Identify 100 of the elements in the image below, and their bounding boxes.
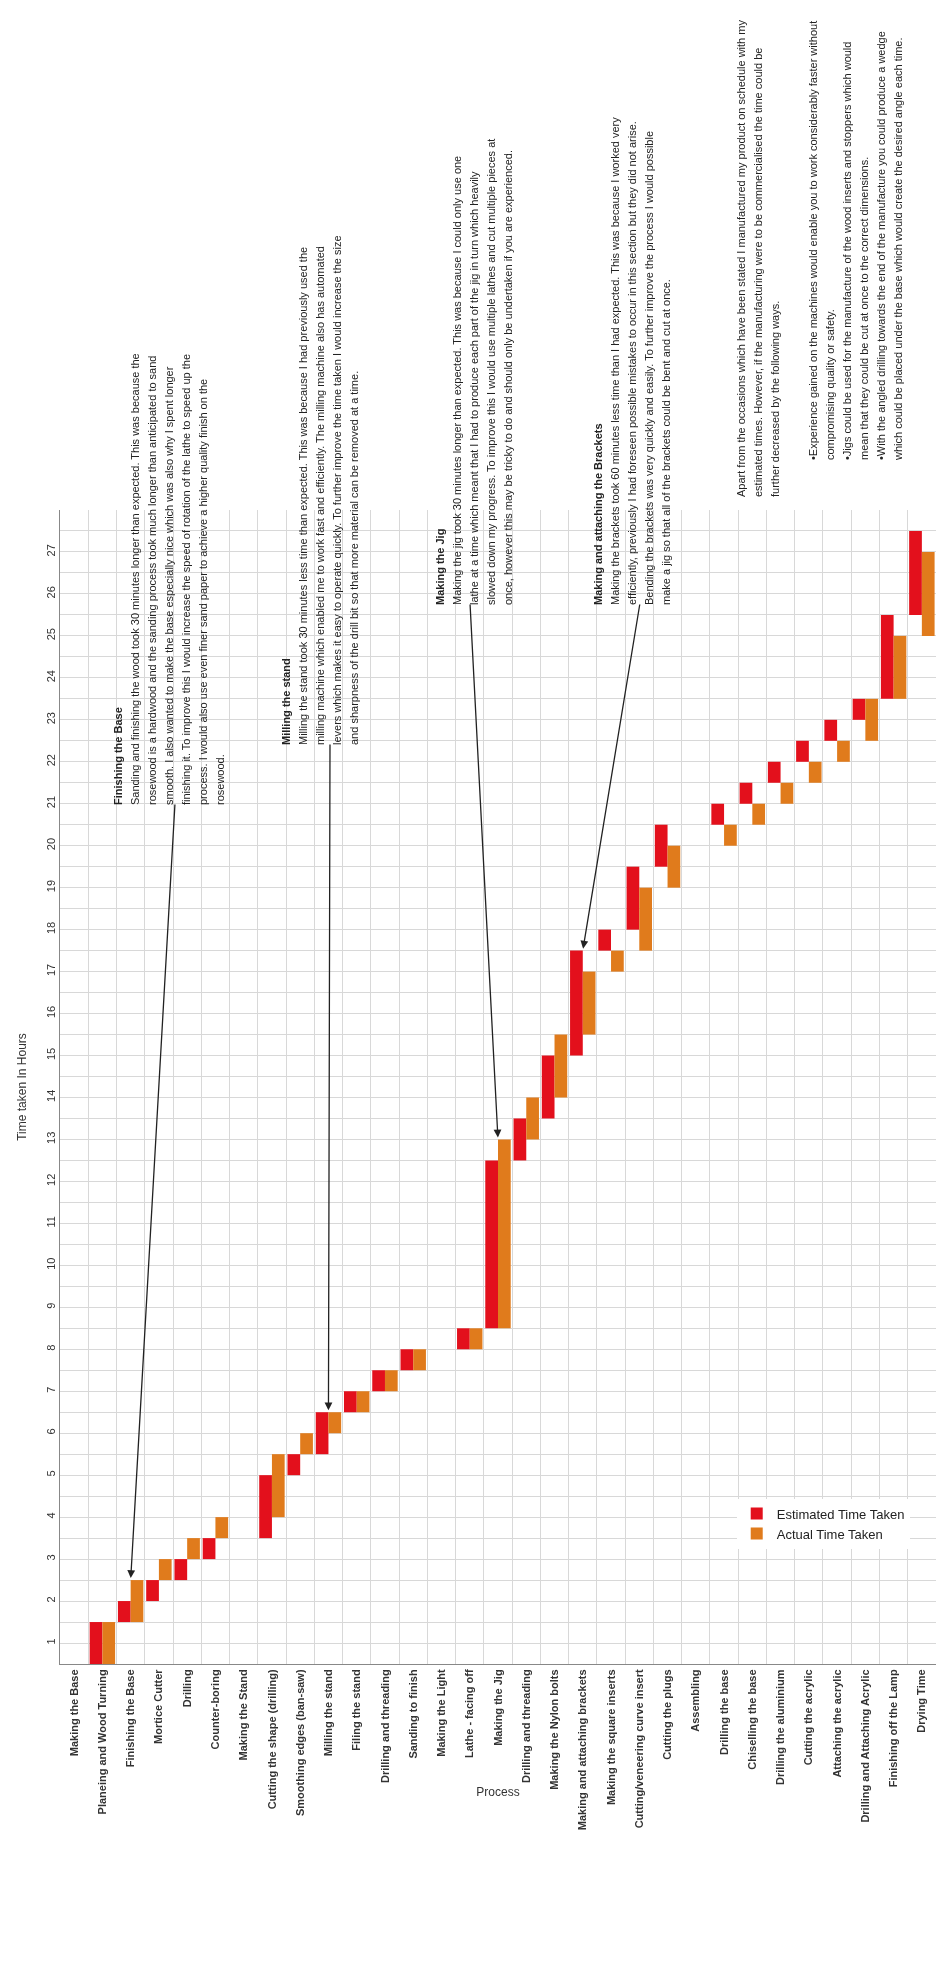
bar (880, 614, 894, 699)
y-tick-label: 18 (44, 921, 57, 935)
x-tick-label: Assembling (689, 1669, 702, 1732)
bar (541, 1055, 555, 1119)
y-tick-label: 26 (44, 586, 57, 599)
bar (724, 824, 737, 846)
x-tick-label: Counter-boring (208, 1669, 221, 1750)
x-tick-label: Drilling the aluminium (774, 1669, 787, 1785)
x-tick-label: Lathe - facing off (463, 1669, 476, 1759)
bar (824, 719, 838, 741)
bar (271, 1454, 285, 1518)
bar (852, 698, 866, 720)
legend-label: Actual Time Taken (776, 1526, 883, 1542)
y-tick-label: 13 (44, 1131, 57, 1144)
y-tick-label: 1 (44, 1638, 57, 1645)
bar (259, 1475, 272, 1539)
y-tick-label: 19 (44, 879, 57, 893)
bar (667, 845, 681, 888)
x-tick-label: Smoothing edges (ban-saw) (293, 1669, 306, 1817)
text: •Experience gained on the machines would enable you to work considerably faster without compromising quality or safety. •Jigs could be used for the manufacture of the wood inserts and stoppers which would mean that they could be cut at once to the correct dimensions. •With the angled drilling towards the end of the manufacture you could produce a wedge which could be placed under the base which would create the desired angle each time. (806, 19, 905, 460)
y-tick-label: 24 (44, 670, 57, 683)
x-tick-label: Drilling the base (717, 1669, 730, 1755)
bar (400, 1349, 414, 1371)
x-tick-label: Cutting the plugs (661, 1669, 674, 1760)
bar (921, 551, 935, 636)
y-tick-label: 3 (44, 1554, 57, 1561)
bar (570, 950, 583, 1056)
bar (158, 1559, 172, 1581)
y-tick-label: 17 (44, 963, 57, 977)
x-tick-label: Attaching the acrylic (830, 1669, 843, 1778)
bar (639, 887, 653, 951)
bar (513, 1118, 527, 1161)
bar (89, 1622, 103, 1664)
bar (837, 740, 850, 762)
bar (469, 1328, 483, 1350)
bar (796, 740, 809, 762)
bar (187, 1538, 200, 1560)
bar (808, 761, 822, 783)
x-tick-label: Making the Nylon bolts (548, 1669, 561, 1790)
y-tick-label: 25 (44, 628, 57, 641)
x-tick-label: Mortice Cutter (152, 1668, 165, 1744)
y-tick-label: 27 (44, 544, 57, 557)
x-tick-label: Planeing and Wood Turning (95, 1669, 108, 1815)
bar (498, 1139, 511, 1329)
bar (413, 1349, 426, 1371)
bar (780, 782, 794, 804)
bar (300, 1433, 313, 1455)
y-tick-label: 20 (44, 837, 57, 851)
y-tick-label: 4 (44, 1512, 57, 1519)
bar (485, 1160, 498, 1329)
bar (767, 761, 781, 783)
y-tick-label: 21 (44, 795, 57, 809)
x-tick-label: Cutting the shape (drilling) (265, 1669, 278, 1810)
text: Apart from the occasions which have been stated I manufactured my product on schedule with my estimated times. However, if the manufacturing were to be commercialised the time could be further decreased by the following ways. (734, 19, 782, 497)
y-tick-label: 9 (44, 1302, 57, 1309)
y-tick-label: 5 (44, 1470, 57, 1477)
y-axis-title: Time taken In Hours (15, 1033, 29, 1141)
bar (384, 1370, 398, 1392)
bar (356, 1391, 370, 1413)
y-tick-label: 2 (44, 1596, 57, 1603)
bar (202, 1538, 216, 1560)
bar (654, 824, 668, 867)
y-tick-label: 23 (44, 712, 57, 725)
y-tick-label: 11 (44, 1216, 57, 1228)
x-tick-label: Drilling and threading (378, 1669, 391, 1784)
y-tick-label: 14 (44, 1089, 57, 1102)
bar (582, 971, 596, 1035)
bar (711, 803, 725, 825)
bar (752, 803, 766, 825)
bar (102, 1622, 116, 1664)
x-tick-label: Making the Stand (237, 1669, 250, 1761)
x-tick-label: Drying Time (915, 1669, 928, 1733)
y-tick-label: 16 (44, 1005, 57, 1019)
x-tick-label: Cutting/veneering curve insert (632, 1669, 645, 1829)
x-axis-title: Process (476, 1785, 520, 1800)
x-tick-label: Drilling and Attaching Acrylic (858, 1669, 871, 1823)
x-tick-label: Making the square inserts (604, 1669, 617, 1806)
x-tick-label: Cutting the acrylic (802, 1669, 815, 1766)
bar (739, 782, 753, 804)
bar (146, 1580, 159, 1602)
bar (598, 929, 612, 951)
bar (287, 1454, 301, 1476)
y-tick-label: 15 (44, 1047, 57, 1061)
bar (554, 1034, 568, 1098)
x-tick-label: Making the Jig (491, 1669, 504, 1746)
bar (174, 1559, 188, 1581)
annotation: Finishing the Base Sanding and finishing the wood took 30 minutes longer than expected. This was because the rosewood is a hardwood and the sanding process took much longer than anticipated to sand smooth. I also wanted to make the base especially nice which was also why I spent longer finishing it. To improve this I would increase the speed of rotation of the lathe to speed up the process. I would also use even finer sand paper to achieve a higher quality finish on the rosewood. (111, 352, 227, 805)
y-tick-label: 7 (44, 1386, 57, 1393)
y-tick-label: 8 (44, 1344, 57, 1351)
bar (328, 1412, 342, 1434)
y-tick-label: 6 (44, 1428, 57, 1435)
bar (130, 1580, 144, 1623)
x-tick-label: Drilling (180, 1669, 193, 1708)
x-tick-label: Making the Light (435, 1669, 448, 1757)
bar (526, 1097, 539, 1140)
bar (626, 866, 640, 930)
x-tick-label: Filing the stand (350, 1669, 363, 1751)
annotation: Making the Jig Making the jig took 30 minutes longer than expected. This was because I could only use one lathe at a time which meant that I had to produce each part of the jig in turn which heavily slowed down my progress. To improve this I would use multiple lathes and cut multiple pieces at once, however this may be tricky to do and should only be undertaken if you are experienced. (433, 137, 515, 605)
x-tick-label: Making and attaching brackets (576, 1669, 589, 1831)
x-tick-label: Finishing off the Lamp (887, 1669, 900, 1788)
